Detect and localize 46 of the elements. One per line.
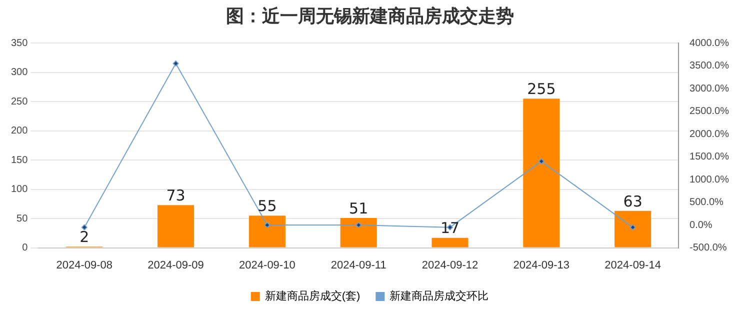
- x-tick-label: 2024-09-12: [422, 259, 478, 272]
- y-tick-label: 300: [10, 67, 28, 78]
- data-label: 2: [80, 228, 90, 246]
- point: [538, 158, 544, 164]
- x-tick-label: 2024-09-14: [604, 259, 661, 272]
- data-label: 63: [623, 192, 642, 210]
- data-label: 55: [258, 197, 277, 216]
- chart-title: 图：近一周无锡新建商品房成交走势: [225, 5, 515, 29]
- data-label: 73: [166, 186, 186, 204]
- y2-tick-label: 3000.0%: [690, 83, 730, 94]
- y2-tick-label: 1500.0%: [690, 152, 730, 163]
- y2-tick-label: 3500.0%: [690, 60, 730, 72]
- bar: [614, 210, 652, 248]
- y-tick-label: 350: [10, 38, 28, 49]
- y-tick-label: 50: [16, 213, 28, 224]
- data-label: 51: [349, 199, 368, 218]
- point: [630, 224, 636, 230]
- y2-tick-label: 1000.0%: [690, 174, 730, 186]
- y2-tick-label: 0.0%: [690, 220, 712, 231]
- x-tick-label: 2024-09-13: [513, 259, 570, 272]
- legend-label: 新建商品房成交环比: [390, 290, 489, 303]
- bar: [432, 238, 468, 248]
- x-tick-label: 2024-09-09: [148, 259, 204, 272]
- bar: [248, 216, 286, 248]
- bar: [340, 218, 377, 248]
- bar: [158, 205, 194, 248]
- legend-label: 新建商品房成交(套): [264, 290, 360, 303]
- x-tick-label: 2024-09-10: [239, 259, 296, 272]
- x-tick-label: 2024-09-08: [56, 259, 113, 272]
- y-tick-label: 100: [10, 184, 28, 196]
- y-tick-label: 150: [10, 154, 28, 166]
- point: [264, 222, 270, 228]
- y2-tick-label: -500.0%: [690, 242, 727, 254]
- bar: [523, 98, 560, 248]
- y2-tick-label: 2500.0%: [690, 106, 730, 118]
- y-tick-label: 200: [10, 126, 28, 137]
- y2-tick-label: 4000.0%: [690, 38, 730, 49]
- y2-tick-label: 500.0%: [690, 197, 724, 208]
- point: [172, 60, 179, 66]
- point: [81, 224, 88, 230]
- data-label: 255: [527, 80, 556, 98]
- y2-tick-label: 2000.0%: [690, 128, 730, 140]
- y-tick-label: 250: [10, 96, 28, 108]
- y-tick-label: 0: [22, 242, 28, 254]
- point: [356, 222, 362, 228]
- x-tick-label: 2024-09-11: [330, 259, 386, 272]
